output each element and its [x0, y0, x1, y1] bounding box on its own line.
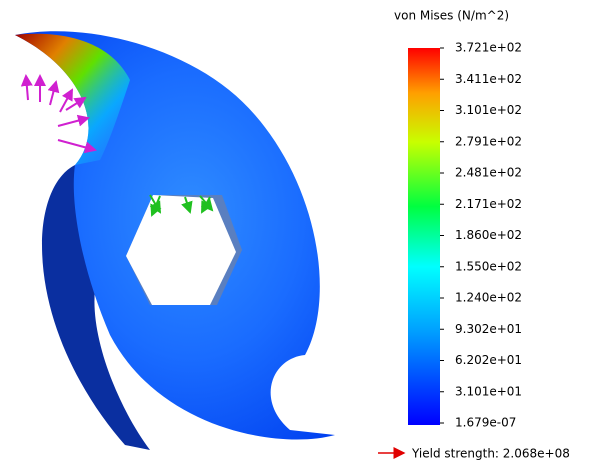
load-arrow [59, 88, 73, 113]
part-side [42, 165, 150, 450]
load-arrow [20, 74, 33, 101]
color-bar [408, 48, 440, 425]
load-arrow [57, 114, 90, 127]
legend-label: 1.240e+02 [455, 291, 522, 305]
legend-label: 3.101e+02 [455, 103, 522, 117]
legend-label: 9.302e+01 [455, 322, 522, 336]
load-arrows [20, 74, 97, 154]
legend-label: 3.721e+02 [455, 41, 522, 55]
legend-label: 1.550e+02 [455, 259, 522, 273]
load-arrow [65, 96, 87, 111]
legend-label: 2.171e+02 [455, 197, 522, 211]
legend-label: 1.860e+02 [455, 228, 522, 242]
legend-label: 6.202e+01 [455, 353, 522, 367]
fixture-arrows [149, 194, 214, 217]
load-arrow [57, 139, 97, 154]
legend-label: 2.481e+02 [455, 166, 522, 180]
load-arrow [47, 80, 60, 106]
hex-hole [126, 195, 236, 305]
stress-hotspot [15, 33, 130, 165]
legend-label: 1.679e-07 [455, 416, 516, 430]
legend-label: 2.791e+02 [455, 134, 522, 148]
legend-label: 3.101e+01 [455, 384, 522, 398]
yield-strength: Yield strength: 2.068e+08 [411, 447, 570, 461]
fixture-arrow [150, 195, 162, 217]
fixture-arrow [181, 196, 193, 214]
legend-labels: 3.721e+02 3.411e+02 3.101e+02 2.791e+02 2.48… [440, 41, 522, 430]
legend-label: 3.411e+02 [455, 72, 522, 86]
legend-title: von Mises (N/m^2) [394, 9, 509, 23]
part-model [15, 31, 335, 450]
fixture-arrow [201, 196, 212, 214]
